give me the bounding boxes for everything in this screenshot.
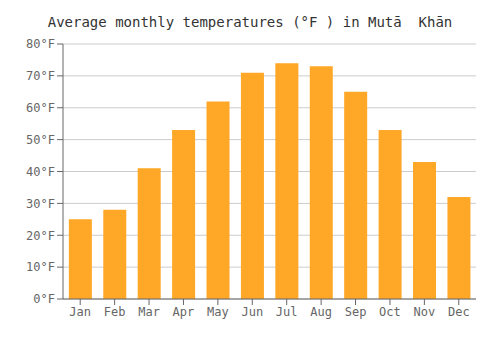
svg-text:80°F: 80°F xyxy=(26,37,55,51)
svg-text:0°F: 0°F xyxy=(33,292,55,306)
svg-text:70°F: 70°F xyxy=(26,69,55,83)
svg-text:Feb: Feb xyxy=(104,305,126,319)
svg-text:Mar: Mar xyxy=(138,305,160,319)
svg-text:Oct: Oct xyxy=(379,305,401,319)
svg-text:30°F: 30°F xyxy=(26,197,55,211)
html-text:Average monthly temperatures (: Average monthly temperatures (°F ) in Mu… xyxy=(47,14,453,30)
svg-text:Jun: Jun xyxy=(241,305,263,319)
svg-text:20°F: 20°F xyxy=(26,229,55,243)
svg-text:Aug: Aug xyxy=(310,305,332,319)
svg-text:40°F: 40°F xyxy=(26,165,55,179)
svg-text:Apr: Apr xyxy=(173,305,195,319)
svg-text:Dec: Dec xyxy=(448,305,470,319)
svg-text:May: May xyxy=(207,305,229,319)
svg-text:10°F: 10°F xyxy=(26,260,55,274)
svg-text:Sep: Sep xyxy=(345,305,367,319)
svg-text:60°F: 60°F xyxy=(26,101,55,115)
svg-text:Jul: Jul xyxy=(276,305,298,319)
svg-text:Jan: Jan xyxy=(69,305,91,319)
svg-text:50°F: 50°F xyxy=(26,133,55,147)
svg-text:Nov: Nov xyxy=(414,305,436,319)
